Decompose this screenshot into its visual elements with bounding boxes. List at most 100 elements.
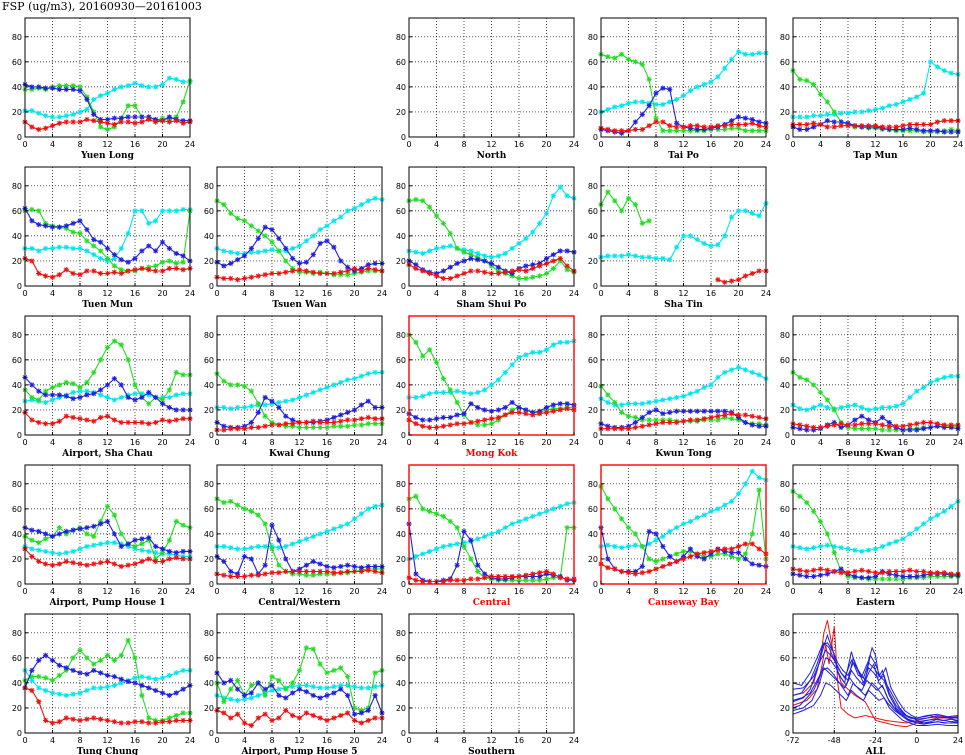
data-point-blue xyxy=(440,268,446,274)
x-tick-label: 16 xyxy=(898,587,908,596)
data-point-cyan xyxy=(646,541,652,547)
data-point-blue xyxy=(413,414,419,421)
data-point-cyan xyxy=(674,394,680,401)
data-point-cyan xyxy=(43,399,49,406)
x-tick-label: 4 xyxy=(242,736,247,745)
data-point-green xyxy=(84,531,90,537)
data-point-green xyxy=(43,388,49,394)
data-point-red xyxy=(29,417,35,423)
data-point-cyan xyxy=(324,528,330,534)
data-point-green xyxy=(831,550,837,556)
data-point-cyan xyxy=(797,406,803,412)
x-tick-label: 4 xyxy=(50,587,55,596)
data-point-cyan xyxy=(84,543,90,550)
data-point-cyan xyxy=(132,391,138,397)
data-point-cyan xyxy=(372,195,378,201)
data-point-green xyxy=(166,537,172,543)
data-point-cyan xyxy=(248,695,254,701)
data-point-blue xyxy=(632,419,638,426)
data-point-red xyxy=(900,423,906,429)
x-tick-label: 0 xyxy=(22,587,27,596)
data-point-red xyxy=(63,558,69,565)
x-tick-label: 8 xyxy=(269,289,274,298)
data-point-blue xyxy=(221,423,227,429)
data-point-green xyxy=(303,645,309,651)
x-tick-label: 16 xyxy=(706,289,716,298)
data-point-red xyxy=(63,413,69,419)
data-point-red xyxy=(893,568,899,575)
y-tick-label: 60 xyxy=(396,58,406,67)
data-point-red xyxy=(420,268,426,274)
y-tick-label: 40 xyxy=(12,83,22,92)
data-point-red xyxy=(530,571,536,577)
y-tick-label: 0 xyxy=(17,282,22,291)
data-point-green xyxy=(255,401,261,407)
data-point-red xyxy=(502,573,508,580)
data-point-red xyxy=(43,717,49,724)
data-point-cyan xyxy=(351,376,358,382)
data-point-blue xyxy=(310,252,316,258)
data-point-cyan xyxy=(886,541,892,547)
x-tick-label: 16 xyxy=(706,140,716,149)
data-point-red xyxy=(248,274,254,280)
y-tick-label: 20 xyxy=(588,108,598,117)
y-tick-label: 60 xyxy=(12,505,22,514)
data-point-green xyxy=(413,196,419,203)
y-tick-label: 40 xyxy=(780,530,790,539)
series-line-cyan xyxy=(600,470,767,549)
data-point-cyan xyxy=(262,402,268,408)
data-point-blue xyxy=(139,536,145,542)
data-point-green xyxy=(180,372,186,378)
data-point-cyan xyxy=(914,94,920,100)
data-point-blue xyxy=(468,401,474,407)
panel-title: Eastern xyxy=(856,598,895,608)
x-tick-label: 16 xyxy=(514,438,524,447)
data-point-red xyxy=(440,578,446,585)
data-point-red xyxy=(852,123,858,129)
data-point-cyan xyxy=(98,685,104,691)
data-point-red xyxy=(927,419,934,426)
data-point-green xyxy=(29,537,35,543)
x-tick-label: 0 xyxy=(406,140,411,149)
data-point-green xyxy=(646,218,652,224)
data-point-cyan xyxy=(153,676,159,682)
data-point-green xyxy=(605,496,611,502)
data-point-blue xyxy=(509,399,515,406)
y-tick-label: 80 xyxy=(204,182,214,191)
data-point-green xyxy=(345,423,351,429)
data-point-red xyxy=(886,568,892,575)
data-point-blue xyxy=(495,407,501,413)
data-point-cyan xyxy=(440,543,446,550)
data-point-red xyxy=(468,419,474,426)
data-point-red xyxy=(625,426,632,432)
y-tick-label: 20 xyxy=(204,555,214,564)
data-point-blue xyxy=(338,563,344,570)
data-point-cyan xyxy=(56,114,62,120)
data-point-cyan xyxy=(104,684,111,690)
data-point-green xyxy=(564,525,570,531)
data-point-red xyxy=(283,568,289,575)
data-point-red xyxy=(303,268,309,274)
data-point-green xyxy=(159,550,166,556)
x-tick-label: 24 xyxy=(185,438,195,447)
panel-title: Mong Kok xyxy=(466,449,519,459)
data-point-green xyxy=(84,238,90,244)
data-point-blue xyxy=(921,128,927,134)
data-point-cyan xyxy=(742,208,748,214)
data-point-cyan xyxy=(235,546,241,552)
data-point-cyan xyxy=(139,208,145,214)
data-point-green xyxy=(872,426,879,432)
data-point-blue xyxy=(639,111,645,118)
data-point-blue xyxy=(317,561,323,567)
plot-frame xyxy=(24,464,191,585)
data-point-red xyxy=(146,720,152,726)
data-point-cyan xyxy=(530,229,536,235)
data-point-red xyxy=(255,424,261,431)
data-point-green xyxy=(166,387,172,393)
data-point-cyan xyxy=(36,248,42,254)
data-point-red xyxy=(153,720,159,726)
data-point-red xyxy=(180,556,186,562)
data-point-red xyxy=(667,123,673,129)
data-point-blue xyxy=(824,118,830,124)
